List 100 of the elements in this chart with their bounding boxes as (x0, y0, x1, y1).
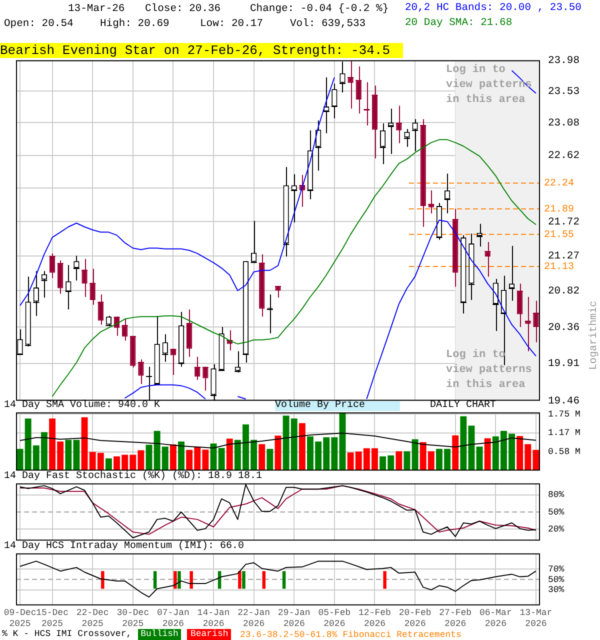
candlestick (380, 122, 386, 165)
x-tick-label: 12-Feb 2026 (358, 608, 391, 629)
bar (476, 446, 483, 471)
candlestick (33, 270, 39, 316)
bar (218, 448, 225, 471)
bar (452, 435, 459, 471)
y-tick-label: 23.98 (548, 55, 580, 68)
candlestick (420, 118, 426, 228)
candlestick (315, 120, 322, 172)
candlestick (186, 309, 192, 358)
y-tick-label: 50% (548, 574, 565, 585)
candlestick (58, 260, 64, 294)
y-tick-label: 20.82 (548, 285, 580, 298)
candlestick (162, 334, 168, 362)
y-tick-label: 0.58 M (548, 447, 580, 458)
candlestick (525, 296, 531, 352)
ref-line-label: 21.55 (544, 230, 574, 242)
candlestick (388, 108, 394, 155)
y-tick-label: 70% (548, 564, 565, 574)
text: Low: 20.17 (200, 18, 264, 30)
text: 20,2 HC Bands: 20.00 , 23.50 (405, 2, 582, 14)
x-tick-label: 15-Dec 2025 (36, 608, 68, 629)
y-tick-label: 19.46 (548, 395, 580, 408)
candlestick (242, 260, 249, 364)
bar (412, 439, 418, 471)
y-tick-label: 22.62 (548, 150, 580, 162)
candlestick (508, 245, 515, 302)
x-tick-label: 22-Dec 2025 (76, 608, 109, 629)
x-tick-label: 13-Mar 2026 (520, 608, 552, 629)
text: Bullish (138, 629, 182, 640)
bar (146, 444, 152, 471)
chart-title: 14 Day SMA Volume: 940.0 K (4, 400, 160, 411)
y-axis-title: Logarithmic (588, 300, 600, 370)
ref-line-label: 21.13 (544, 262, 574, 274)
bar (170, 444, 176, 471)
y-tick-label: 1.75 M (548, 409, 580, 420)
y-tick-label: 21.27 (548, 250, 580, 263)
x-tick-label: 05-Feb 2026 (318, 608, 351, 629)
candlestick (476, 223, 482, 248)
text: High: 20.69 (100, 18, 170, 30)
y-tick-label: 21.72 (548, 216, 580, 228)
candlestick (122, 318, 128, 342)
candlestick (533, 300, 539, 343)
candlestick (202, 366, 208, 392)
text: Vol: 639,533 (290, 18, 366, 30)
chart-title: 14 Day Fast Stochastic (%K) (%D): 18.9 18.1 (4, 471, 262, 482)
candlestick (356, 66, 362, 114)
candlestick (234, 350, 241, 373)
text: 23.6-38.2-50-61.8% Fibonacci Retracements (240, 629, 462, 640)
x-tick-label: 06-Mar 2026 (479, 608, 512, 629)
candlestick (332, 83, 338, 119)
bar (226, 438, 233, 471)
legend-title: % K - HCS IMI Crossover, (2, 629, 132, 639)
candlestick (460, 234, 466, 314)
candlestick (517, 283, 523, 328)
candlestick (178, 311, 184, 368)
bar (484, 438, 491, 471)
text: Bearish Evening Star on 27-Feb-26, Strength: -34.5 (0, 43, 403, 58)
candlestick (218, 326, 224, 371)
text: 20 Day SMA: 21.68 (405, 17, 512, 29)
candlestick (452, 208, 458, 288)
text: Bearish (187, 629, 232, 640)
bar (460, 416, 467, 471)
y-tick-label: 80% (548, 490, 565, 500)
y-tick-label: 20.36 (548, 322, 580, 334)
bar (178, 442, 184, 471)
x-tick-label: 22-Jan 2026 (238, 608, 270, 629)
y-tick-label: 23.08 (548, 117, 580, 130)
y-tick-label: 1.17 M (548, 428, 580, 438)
y-tick-label: 20% (548, 524, 565, 535)
candlestick (138, 358, 144, 385)
text: Open: 20.54 (4, 18, 74, 30)
candlestick (90, 268, 96, 306)
annotation: DAILY CHART (430, 400, 496, 411)
y-tick-label: 23.53 (548, 86, 580, 98)
candlestick (436, 202, 442, 240)
bar (266, 448, 274, 471)
x-tick-label: 30-Dec 2025 (116, 608, 150, 629)
candlestick (259, 254, 265, 318)
candlestick (372, 85, 378, 159)
candlestick (25, 276, 31, 347)
bar (105, 458, 112, 471)
bar (258, 444, 266, 471)
text: Change: -0.04 {-0.2 %} (250, 3, 389, 15)
candlestick (154, 315, 160, 385)
x-tick-label: 27-Feb 2026 (439, 608, 472, 629)
candlestick (82, 258, 88, 298)
bar (396, 451, 402, 471)
text: Close: 20.36 (145, 3, 221, 15)
chart-title: 14 Day HCS Intraday Momentum (IMI): 66.0 (4, 541, 244, 552)
x-tick-label: 20-Feb 2026 (398, 608, 432, 629)
candlestick (98, 294, 104, 326)
y-tick-label: 19.91 (548, 358, 580, 370)
candlestick (283, 166, 289, 258)
y-tick-label: 30% (548, 585, 565, 596)
ref-line-label: 21.89 (544, 204, 574, 216)
candlestick (194, 356, 200, 380)
y-tick-label: 50% (548, 507, 565, 518)
text: 13-Mar-26 (68, 3, 125, 15)
candlestick (130, 335, 136, 368)
